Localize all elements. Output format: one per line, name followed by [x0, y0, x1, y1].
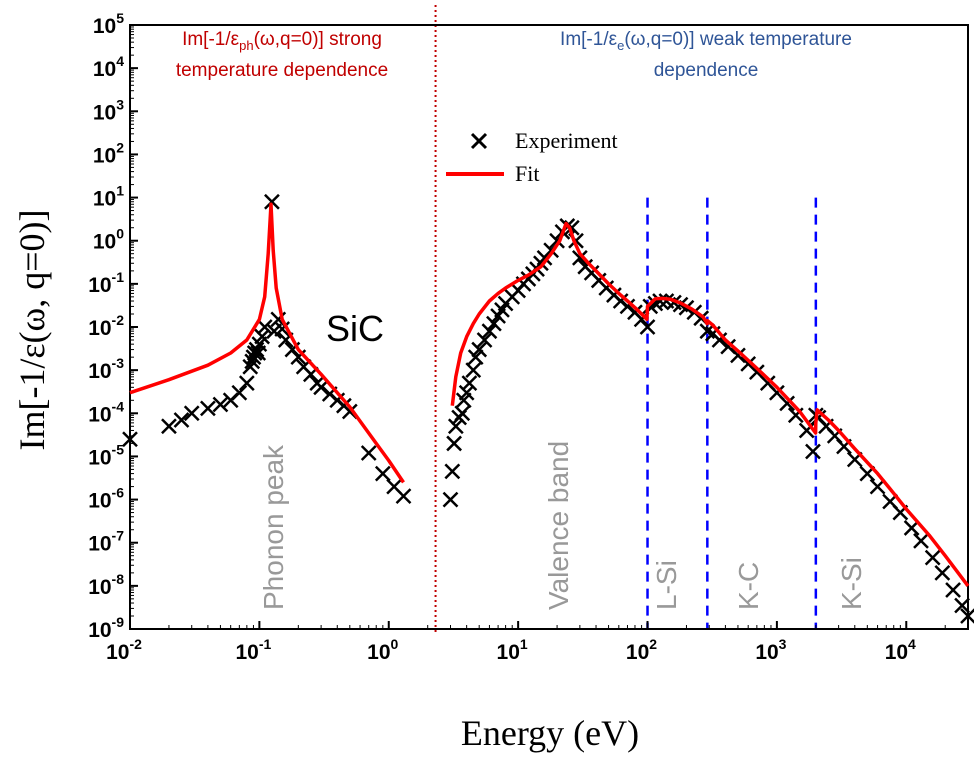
legend: Experiment Fit	[446, 128, 618, 186]
k-si-edge-label: K-Si	[836, 557, 867, 610]
x-tick-label: 104	[885, 636, 916, 664]
experiment-point	[471, 341, 488, 358]
experiment-point	[161, 418, 177, 435]
x-tick-label: 10-2	[106, 636, 142, 664]
l-si-edge-label: L-Si	[651, 560, 682, 610]
experiment-point	[313, 379, 329, 396]
experiment-point	[242, 358, 259, 375]
experiment-point	[903, 520, 920, 536]
experiment-point	[486, 315, 502, 332]
y-tick-label: 100	[93, 226, 124, 254]
axes: 10-9 10-8 10-7 10-6 10-5 10-4 10-3 10-2 10-1 100 1…	[88, 10, 969, 664]
experiment-point	[458, 384, 475, 401]
valence-band-label: Valence band	[543, 441, 574, 610]
legend-experiment-label: Experiment	[515, 128, 618, 153]
experiment-point	[238, 375, 255, 392]
fit-curve	[450, 221, 970, 587]
experiment-point	[571, 249, 588, 266]
experiment-point	[461, 375, 478, 392]
experiment-point	[779, 395, 796, 412]
experiment-point	[954, 597, 970, 614]
y-tick-label: 104	[93, 53, 124, 81]
experiment-point	[256, 319, 273, 335]
vertical-markers	[434, 5, 818, 635]
x-tick-label: 101	[497, 636, 528, 664]
experiment-point	[945, 582, 961, 598]
experiment-point	[934, 564, 951, 581]
experiment-point	[395, 488, 412, 505]
experiment-point	[465, 362, 482, 379]
electron-note: Im[-1/εe(ω,q=0)] weak temperature	[560, 29, 852, 53]
y-tick-label: 10-4	[88, 398, 124, 426]
y-tick-label: 10-5	[88, 441, 124, 469]
y-tick-label: 10-8	[88, 571, 124, 599]
x-tick-label: 102	[626, 636, 657, 664]
experiment-point	[360, 445, 377, 461]
y-tick-label: 10-6	[88, 485, 124, 513]
experiment-point	[481, 323, 498, 340]
electron-note-line2: dependence	[654, 60, 759, 81]
x-axis-title: Energy (eV)	[461, 713, 639, 753]
experiment-point	[476, 332, 493, 348]
k-c-edge-label: K-C	[733, 562, 764, 610]
fit-curve	[129, 202, 405, 484]
experiment-point	[231, 384, 248, 401]
phonon-peak-label: Phonon peak	[258, 444, 289, 610]
experiment-point	[652, 293, 668, 309]
experiment-point	[924, 549, 941, 566]
experiment-point	[212, 396, 229, 413]
phonon-note-line2: temperature dependence	[176, 60, 388, 81]
experiment-point	[122, 431, 138, 448]
material-label: SiC	[326, 308, 384, 349]
y-axis-title: Im[-1/ε(ω, q=0)]	[12, 209, 52, 450]
phonon-note: Im[-1/εph(ω,q=0)] strong	[182, 29, 382, 53]
experiment-point	[730, 347, 746, 364]
y-tick-label: 103	[93, 96, 124, 124]
x-tick-label: 10-1	[235, 636, 271, 664]
experiment-point	[173, 412, 190, 428]
experiment-point	[442, 491, 459, 508]
x-tick-label: 103	[755, 636, 786, 664]
y-tick-label: 10-9	[88, 614, 124, 642]
y-tick-label: 101	[93, 183, 124, 211]
experiment-point	[960, 608, 974, 624]
experiment-point	[274, 321, 291, 337]
experiment-point	[639, 319, 656, 335]
experiment-point	[183, 405, 200, 422]
y-tick-label: 105	[93, 10, 124, 38]
fit-series	[129, 202, 970, 587]
experiment-series	[122, 193, 974, 624]
legend-fit-label: Fit	[515, 161, 539, 186]
y-tick-label: 10-2	[88, 312, 124, 340]
experiment-point	[374, 465, 391, 482]
y-tick-label: 10-1	[88, 269, 124, 297]
y-tick-label: 102	[93, 139, 124, 167]
experiment-point	[447, 418, 464, 435]
experiment-point	[444, 463, 461, 480]
experiment-point	[454, 405, 471, 422]
experiment-point	[805, 443, 821, 460]
experiment-point	[264, 193, 280, 210]
experiment-point	[254, 328, 271, 345]
x-tick-label: 100	[367, 636, 398, 664]
legend-experiment-marker	[470, 132, 488, 150]
y-tick-label: 10-7	[88, 528, 124, 556]
experiment-point	[446, 435, 462, 452]
experiment-point	[711, 332, 728, 348]
experiment-point	[200, 400, 216, 417]
y-tick-label: 10-3	[88, 355, 124, 383]
experiment-point	[913, 533, 929, 549]
